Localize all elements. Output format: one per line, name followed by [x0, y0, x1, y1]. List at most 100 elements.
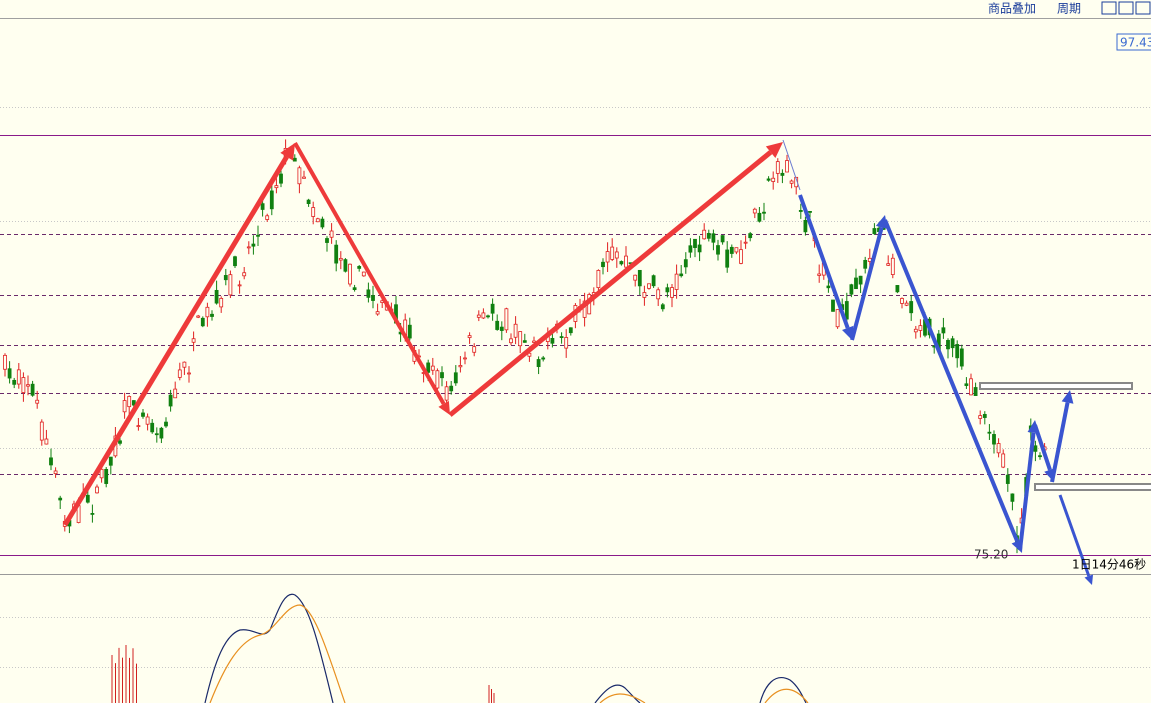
candle-body [49, 457, 53, 466]
candle-body [683, 259, 688, 268]
candle-body [886, 263, 891, 266]
candle-body [941, 327, 946, 334]
candle-body [987, 431, 992, 434]
icon-window[interactable] [1135, 1, 1151, 15]
candle-body [656, 289, 661, 300]
candle-body [495, 320, 500, 330]
candle-body [352, 287, 357, 291]
candle-body [729, 246, 734, 254]
candle-body [670, 287, 674, 298]
candle-body [964, 383, 969, 386]
candle-body [642, 292, 647, 298]
candle-body [366, 289, 371, 298]
candle-body [274, 185, 279, 189]
candle-body [633, 274, 638, 281]
candle-body [550, 337, 555, 344]
overlay-button[interactable]: 商品叠加 [988, 1, 1036, 16]
candle-body [568, 327, 573, 334]
trend-arrow [1058, 494, 1091, 577]
candle-body [30, 383, 35, 396]
arrow-head [438, 400, 450, 415]
candle-body [904, 302, 909, 306]
icon-left[interactable] [1101, 1, 1117, 15]
candle-body [996, 443, 1001, 454]
candle-body [39, 421, 44, 441]
candle-body [702, 229, 707, 240]
candle-body [16, 369, 21, 385]
candle-body [720, 235, 725, 243]
candle-body [706, 232, 711, 239]
trend-arrow [850, 226, 884, 341]
candle-body [872, 228, 877, 235]
candle-body [844, 301, 849, 320]
trend-arrow [1033, 424, 1052, 471]
candle-body [978, 415, 983, 419]
candle-body [154, 433, 159, 436]
candle-body [214, 289, 219, 304]
candle-body [863, 259, 868, 269]
candle-body [458, 365, 463, 368]
candle-body [292, 157, 297, 162]
candle-body [674, 273, 679, 290]
candle-body [306, 199, 311, 205]
candle-body [440, 372, 444, 379]
candle-body [141, 412, 145, 417]
candle-body [918, 325, 923, 331]
candle-body [104, 468, 109, 484]
candle-body [959, 348, 964, 367]
candle-body [688, 245, 693, 253]
icon-right[interactable] [1118, 1, 1134, 15]
candle-body [775, 161, 780, 174]
candle-body [348, 263, 352, 285]
candle-body [900, 298, 904, 304]
candle-body [168, 394, 173, 407]
candle-body [205, 306, 210, 318]
candle-body [1005, 474, 1010, 484]
candle-body [127, 396, 132, 408]
candle-body [99, 468, 104, 479]
candle-body [21, 377, 26, 393]
candle-body [559, 336, 564, 338]
candle-body [187, 372, 191, 375]
candle-body [826, 285, 831, 289]
candle-body [518, 331, 523, 347]
candle-body [260, 203, 265, 210]
dea-line [209, 604, 809, 703]
candle-body [85, 494, 90, 503]
candle-body [265, 215, 270, 220]
candle-body [228, 274, 233, 296]
candle-body [716, 245, 720, 255]
candle-body [969, 378, 973, 396]
candle-body [467, 335, 472, 339]
candle-body [35, 399, 40, 404]
candle-body [449, 385, 454, 392]
candle-body [651, 275, 656, 287]
candle-body [26, 384, 30, 387]
candle-body [472, 346, 477, 353]
candle-body [509, 338, 513, 344]
candle-body [757, 212, 762, 222]
candle-body [44, 438, 49, 445]
nav-icons[interactable] [1101, 1, 1151, 15]
candle-body [200, 317, 205, 327]
grid [0, 107, 1151, 668]
candle-body [90, 513, 95, 515]
candle-body [789, 180, 794, 184]
candle-body [1038, 455, 1042, 458]
candle-body [297, 167, 302, 185]
price-label: 97.43 [1120, 36, 1151, 50]
candle-body [256, 234, 260, 237]
candle-body [647, 283, 651, 289]
period-button[interactable]: 周期 [1057, 2, 1081, 16]
candle-body [329, 230, 334, 238]
candle-body [564, 337, 569, 349]
candle-body [890, 257, 895, 275]
candle-body [748, 233, 753, 239]
candle-body [145, 416, 150, 425]
candle-body [357, 266, 362, 269]
candle-body [407, 324, 412, 339]
trend-arrow [1018, 432, 1036, 551]
candle-body [237, 284, 242, 287]
